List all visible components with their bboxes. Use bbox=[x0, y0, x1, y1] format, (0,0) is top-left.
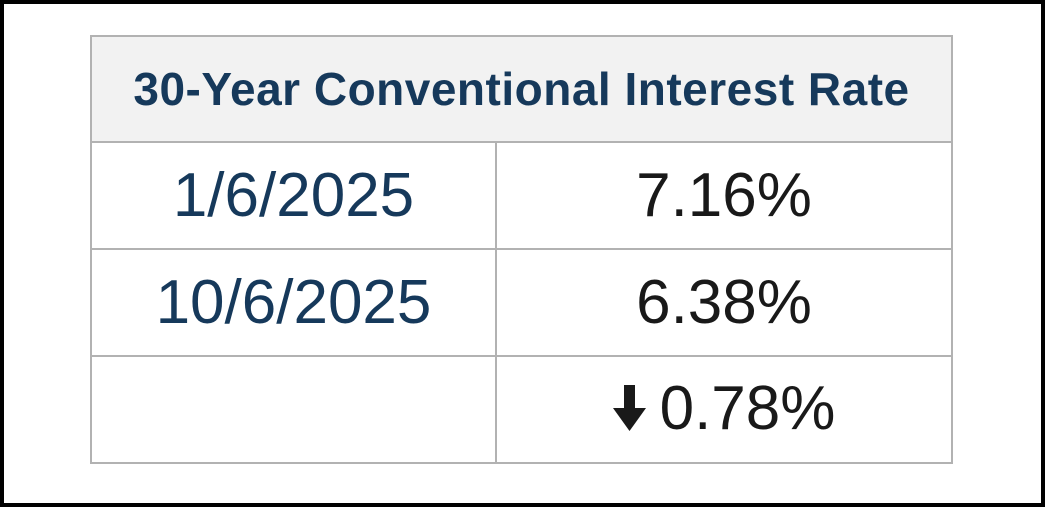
down-arrow-icon bbox=[612, 385, 646, 432]
rate-cell: 7.16% bbox=[495, 141, 953, 250]
table-title: 30-Year Conventional Interest Rate bbox=[90, 35, 953, 143]
table-header-row: 30-Year Conventional Interest Rate bbox=[90, 35, 953, 143]
table-row: 1/6/2025 7.16% bbox=[90, 141, 953, 250]
change-cell: 0.78% bbox=[495, 355, 953, 464]
date-cell: 10/6/2025 bbox=[90, 248, 497, 357]
rate-cell: 6.38% bbox=[495, 248, 953, 357]
table-row: 10/6/2025 6.38% bbox=[90, 248, 953, 357]
rate-change: 0.78% bbox=[612, 373, 836, 444]
empty-cell bbox=[90, 355, 497, 464]
interest-rate-table: 30-Year Conventional Interest Rate 1/6/2… bbox=[90, 35, 953, 464]
change-value: 0.78% bbox=[659, 373, 836, 443]
date-cell: 1/6/2025 bbox=[90, 141, 497, 250]
table-row-change: 0.78% bbox=[90, 355, 953, 464]
